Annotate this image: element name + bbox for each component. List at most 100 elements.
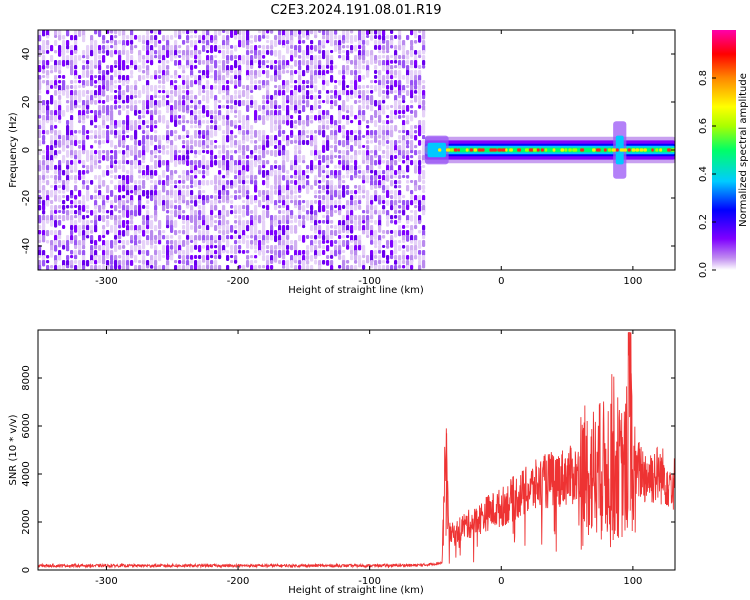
spectrogram-noise-cell (394, 45, 398, 50)
spectrogram-noise-cell (370, 120, 374, 124)
spectrogram-noise-cell (358, 175, 362, 179)
spectrogram-noise-cell (250, 265, 254, 270)
spectrogram-noise-cell (274, 205, 278, 211)
spectrogram-noise-cell (342, 180, 346, 184)
spectrogram-noise-cell (98, 135, 102, 140)
spectrogram-noise-cell (126, 110, 130, 116)
spectrogram-noise-cell (302, 170, 306, 177)
colorbar: 0.00.20.40.60.8 Normalized spectral ampl… (698, 30, 749, 278)
spectrogram-noise-cell (146, 110, 150, 115)
spectrogram-noise-cell (158, 85, 162, 89)
spectrogram-noise-cell (138, 140, 142, 146)
spectrogram-noise-cell (218, 195, 222, 200)
spectrogram-noise-cell (326, 160, 330, 167)
spectrogram-noise-cell (110, 260, 114, 265)
spectrogram-noise-cell (90, 245, 94, 251)
spectrogram-signal-peak (489, 148, 495, 152)
spectrogram-noise-cell (410, 195, 414, 200)
spectrogram-noise-cell (42, 210, 46, 215)
spectrogram-noise-cell (378, 60, 382, 66)
spectrogram-noise-cell (202, 30, 206, 36)
spectrogram-noise-cell (82, 35, 86, 43)
spectrogram-noise-cell (190, 255, 194, 260)
spectrogram-noise-cell (90, 220, 94, 224)
spectrogram-noise-cell (246, 185, 250, 191)
spectrogram-noise-cell (310, 55, 314, 61)
spectrogram-noise-cell (338, 40, 342, 46)
spectrogram-noise-cell (350, 200, 354, 206)
spectrogram-noise-cell (126, 240, 130, 246)
spectrogram-noise-cell (50, 230, 54, 236)
spectrogram-noise-cell (250, 125, 254, 130)
spectrogram-noise-cell (38, 115, 42, 119)
spectrogram-noise-cell (374, 135, 378, 143)
spectrogram-noise-cell (234, 180, 238, 188)
spectrogram-noise-cell (142, 165, 146, 170)
spectrogram-noise-cell (58, 120, 62, 124)
spectrogram-noise-cell (298, 265, 302, 270)
spectrogram-noise-cell (386, 85, 390, 90)
spectrogram-noise-cell (362, 195, 366, 199)
spectrogram-noise-cell (146, 70, 150, 76)
spectrogram-noise-cell (126, 105, 130, 109)
spectrogram-noise-cell (366, 30, 370, 36)
spectrogram-noise-cell (202, 40, 206, 44)
spectrogram-noise-cell (366, 145, 370, 150)
spectrogram-noise-cell (406, 145, 410, 149)
spectrogram-noise-cell (330, 100, 334, 105)
spectrogram-noise-cell (66, 140, 70, 146)
spectrogram-noise-cell (246, 135, 250, 142)
spectrogram-noise-cell (234, 90, 238, 95)
spectrogram-noise-cell (74, 65, 78, 70)
spectrogram-noise-cell (178, 175, 182, 179)
spectrogram-noise-cell (146, 120, 150, 124)
spectrogram-noise-cell (290, 240, 294, 245)
spectrogram-noise-cell (154, 265, 158, 270)
spectrogram-noise-cell (106, 195, 110, 201)
spectrogram-noise-cell (326, 170, 330, 176)
spectrogram-noise-cell (74, 60, 78, 66)
spectrogram-noise-cell (46, 200, 50, 207)
spectrogram-noise-cell (214, 175, 218, 182)
spectrogram-noise-cell (342, 265, 346, 270)
spectrogram-noise-cell (274, 150, 278, 158)
spectrogram-noise-cell (326, 90, 330, 94)
spectrogram-noise-cell (134, 135, 138, 140)
spectrogram-noise-cell (234, 230, 238, 234)
spectrogram-noise-cell (102, 105, 106, 112)
spectrogram-noise-cell (334, 30, 338, 35)
spectrogram-noise-cell (334, 95, 338, 99)
spectrogram-noise-cell (366, 85, 370, 89)
spectrogram-noise-cell (42, 100, 46, 107)
spectrogram-noise-cell (98, 205, 102, 213)
spectrogram-noise-cell (134, 85, 138, 91)
spectrogram-noise-cell (258, 105, 262, 112)
spectrogram-noise-cell (322, 115, 326, 120)
spectrogram-noise-cell (190, 90, 194, 95)
spectrogram-noise-cell (70, 210, 74, 215)
spectrogram-noise-cell (206, 70, 210, 76)
spectrogram-noise-cell (50, 140, 54, 145)
spectrogram-noise-cell (38, 120, 42, 127)
spectrogram-noise-cell (250, 155, 254, 159)
spectrogram-noise-cell (162, 135, 166, 141)
spectrogram-noise-cell (298, 75, 302, 82)
spectrogram-noise-cell (314, 105, 318, 111)
spectrogram-x-tick-label: -200 (227, 276, 250, 287)
spectrogram-noise-cell (198, 170, 202, 175)
spectrogram-noise-cell (134, 140, 138, 146)
spectrogram-noise-cell (270, 230, 274, 237)
spectrogram-noise-cell (122, 130, 126, 135)
spectrogram-noise-cell (318, 185, 322, 190)
spectrogram-noise-cell (282, 90, 286, 97)
spectrogram-noise-cell (186, 110, 190, 114)
spectrogram-noise-cell (366, 180, 370, 184)
spectrogram-noise-cell (98, 215, 102, 222)
spectrogram-noise-cell (230, 225, 234, 233)
spectrogram-signal-peak (457, 148, 460, 152)
spectrogram-noise-cell (210, 180, 214, 185)
spectrogram-noise-cell (130, 125, 134, 131)
spectrogram-noise-cell (186, 255, 190, 260)
spectrogram-noise-cell (142, 205, 146, 209)
